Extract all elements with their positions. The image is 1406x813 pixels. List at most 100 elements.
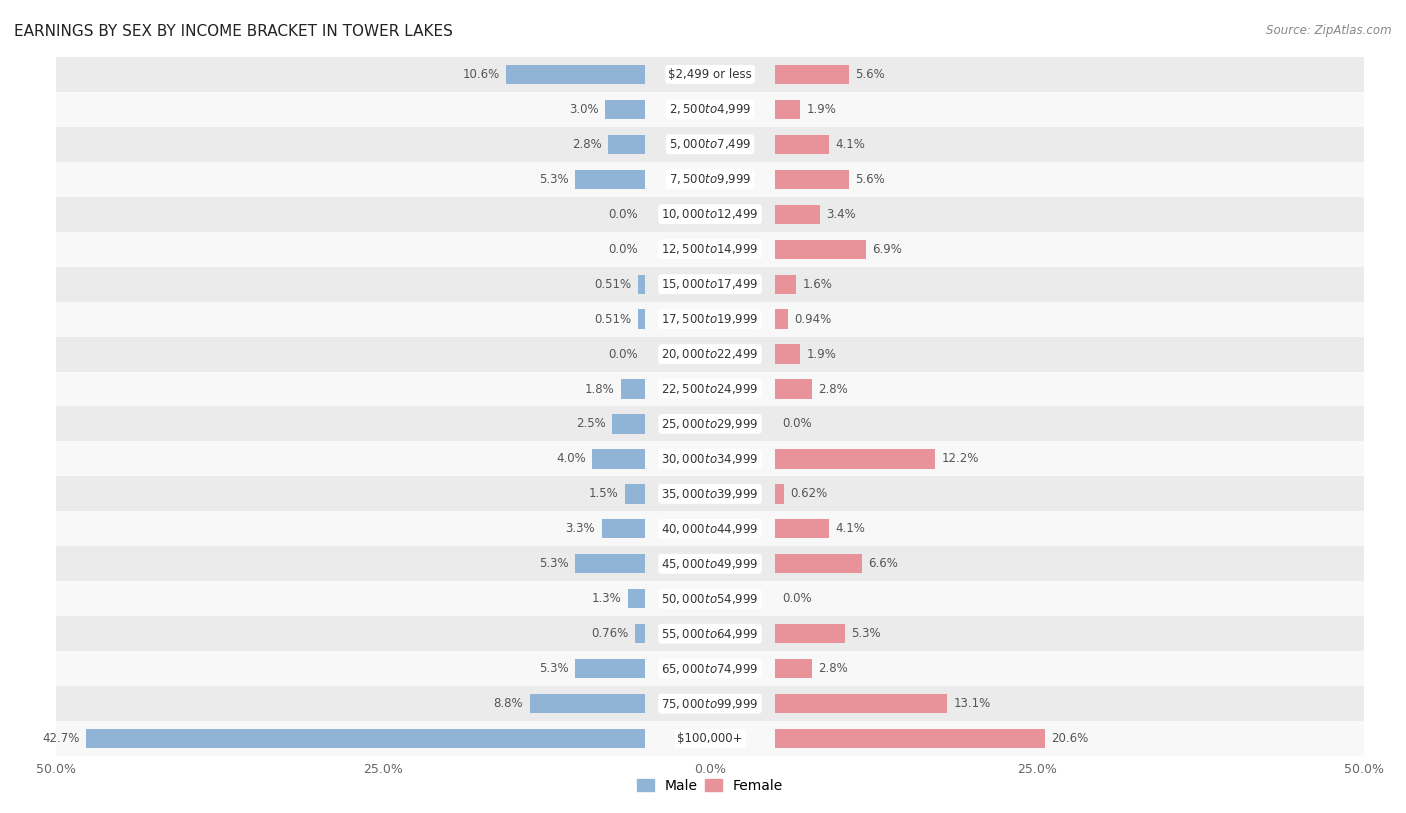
Text: 8.8%: 8.8% xyxy=(494,698,523,710)
Text: $15,000 to $17,499: $15,000 to $17,499 xyxy=(661,277,759,291)
Bar xyxy=(56,372,1364,406)
Bar xyxy=(56,406,1364,441)
Bar xyxy=(607,135,644,154)
Bar xyxy=(776,694,946,713)
Text: $12,500 to $14,999: $12,500 to $14,999 xyxy=(661,242,759,256)
Bar xyxy=(776,65,849,84)
Text: $20,000 to $22,499: $20,000 to $22,499 xyxy=(661,347,759,361)
Text: 2.8%: 2.8% xyxy=(818,663,848,675)
Text: 4.0%: 4.0% xyxy=(555,453,586,465)
Bar xyxy=(56,127,1364,162)
Text: 5.3%: 5.3% xyxy=(851,628,882,640)
Text: $75,000 to $99,999: $75,000 to $99,999 xyxy=(661,697,759,711)
Text: 5.3%: 5.3% xyxy=(538,558,569,570)
Text: 1.3%: 1.3% xyxy=(592,593,621,605)
Text: 0.0%: 0.0% xyxy=(782,418,811,430)
Text: 5.6%: 5.6% xyxy=(855,68,884,80)
Text: $17,500 to $19,999: $17,500 to $19,999 xyxy=(661,312,759,326)
Text: 5.3%: 5.3% xyxy=(538,173,569,185)
Bar xyxy=(776,729,1045,748)
Text: $25,000 to $29,999: $25,000 to $29,999 xyxy=(661,417,759,431)
Text: $35,000 to $39,999: $35,000 to $39,999 xyxy=(661,487,759,501)
Bar xyxy=(612,415,644,433)
Bar xyxy=(56,302,1364,337)
Text: 2.8%: 2.8% xyxy=(572,138,602,150)
Text: 1.5%: 1.5% xyxy=(589,488,619,500)
Bar xyxy=(56,197,1364,232)
Bar xyxy=(776,554,862,573)
Text: $100,000+: $100,000+ xyxy=(678,733,742,745)
Text: 6.9%: 6.9% xyxy=(872,243,903,255)
Text: 0.94%: 0.94% xyxy=(794,313,831,325)
Bar xyxy=(56,232,1364,267)
Bar xyxy=(776,380,813,398)
Bar xyxy=(621,380,644,398)
Bar xyxy=(56,686,1364,721)
Text: 1.8%: 1.8% xyxy=(585,383,614,395)
Bar xyxy=(776,100,800,119)
Text: 12.2%: 12.2% xyxy=(942,453,979,465)
Bar xyxy=(56,92,1364,127)
Text: $65,000 to $74,999: $65,000 to $74,999 xyxy=(661,662,759,676)
Text: $55,000 to $64,999: $55,000 to $64,999 xyxy=(661,627,759,641)
Text: 0.51%: 0.51% xyxy=(595,313,631,325)
Bar xyxy=(592,450,644,468)
Text: 0.0%: 0.0% xyxy=(782,593,811,605)
Text: 1.9%: 1.9% xyxy=(807,348,837,360)
Bar xyxy=(56,511,1364,546)
Text: 5.6%: 5.6% xyxy=(855,173,884,185)
Bar xyxy=(86,729,644,748)
Text: $40,000 to $44,999: $40,000 to $44,999 xyxy=(661,522,759,536)
Bar xyxy=(626,485,644,503)
Text: $10,000 to $12,499: $10,000 to $12,499 xyxy=(661,207,759,221)
Text: 6.6%: 6.6% xyxy=(869,558,898,570)
Text: 0.62%: 0.62% xyxy=(790,488,827,500)
Bar xyxy=(776,310,787,328)
Text: 4.1%: 4.1% xyxy=(835,523,866,535)
Text: EARNINGS BY SEX BY INCOME BRACKET IN TOWER LAKES: EARNINGS BY SEX BY INCOME BRACKET IN TOW… xyxy=(14,24,453,39)
Text: 3.3%: 3.3% xyxy=(565,523,595,535)
Text: 0.0%: 0.0% xyxy=(609,243,638,255)
Bar xyxy=(56,651,1364,686)
Bar xyxy=(776,170,849,189)
Bar xyxy=(575,170,644,189)
Text: 1.9%: 1.9% xyxy=(807,103,837,115)
Text: 20.6%: 20.6% xyxy=(1052,733,1088,745)
Bar xyxy=(56,57,1364,92)
Bar xyxy=(776,275,796,293)
Legend: Male, Female: Male, Female xyxy=(631,773,789,798)
Bar xyxy=(56,267,1364,302)
Text: 3.4%: 3.4% xyxy=(827,208,856,220)
Bar xyxy=(776,450,935,468)
Bar xyxy=(776,135,830,154)
Text: 0.76%: 0.76% xyxy=(591,628,628,640)
Bar xyxy=(56,546,1364,581)
Bar xyxy=(575,659,644,678)
Bar xyxy=(638,275,644,293)
Text: 10.6%: 10.6% xyxy=(463,68,499,80)
Text: $7,500 to $9,999: $7,500 to $9,999 xyxy=(669,172,751,186)
Text: $2,500 to $4,999: $2,500 to $4,999 xyxy=(669,102,751,116)
Text: $2,499 or less: $2,499 or less xyxy=(668,68,752,80)
Text: 0.0%: 0.0% xyxy=(609,348,638,360)
Text: 4.1%: 4.1% xyxy=(835,138,866,150)
Bar xyxy=(638,310,644,328)
Text: 0.51%: 0.51% xyxy=(595,278,631,290)
Bar xyxy=(776,205,820,224)
Text: $30,000 to $34,999: $30,000 to $34,999 xyxy=(661,452,759,466)
Text: Source: ZipAtlas.com: Source: ZipAtlas.com xyxy=(1267,24,1392,37)
Bar xyxy=(776,345,800,363)
Bar xyxy=(56,581,1364,616)
Text: 3.0%: 3.0% xyxy=(569,103,599,115)
Bar xyxy=(56,616,1364,651)
Text: $5,000 to $7,499: $5,000 to $7,499 xyxy=(669,137,751,151)
Bar xyxy=(627,589,644,608)
Bar xyxy=(602,520,644,538)
Text: 2.8%: 2.8% xyxy=(818,383,848,395)
Bar xyxy=(776,659,813,678)
Text: $22,500 to $24,999: $22,500 to $24,999 xyxy=(661,382,759,396)
Bar xyxy=(776,485,783,503)
Bar xyxy=(56,337,1364,372)
Text: 1.6%: 1.6% xyxy=(803,278,832,290)
Bar xyxy=(56,162,1364,197)
